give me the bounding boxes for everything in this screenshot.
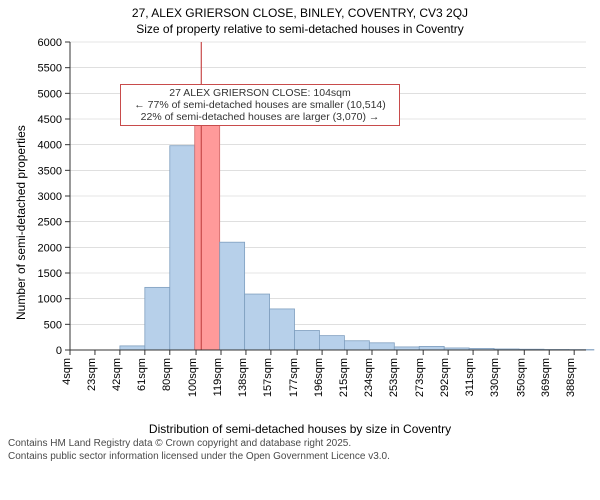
x-tick-label: 196sqm xyxy=(313,358,325,397)
annotation-line: 22% of semi-detached houses are larger (… xyxy=(127,111,393,123)
histogram-bar xyxy=(369,343,394,350)
annotation-line: ← 77% of semi-detached houses are smalle… xyxy=(127,99,393,111)
x-tick-label: 42sqm xyxy=(111,358,123,391)
histogram-bar xyxy=(245,294,270,350)
x-tick-label: 61sqm xyxy=(136,358,148,391)
y-tick-label: 2500 xyxy=(38,217,62,229)
histogram-bar xyxy=(319,336,344,350)
y-tick-label: 4500 xyxy=(38,114,62,126)
x-tick-label: 330sqm xyxy=(489,358,501,397)
histogram-bar xyxy=(295,330,320,350)
histogram-bar xyxy=(120,346,145,350)
x-tick-label: 388sqm xyxy=(565,358,577,397)
y-tick-label: 2000 xyxy=(38,242,62,254)
title-sub: Size of property relative to semi-detach… xyxy=(0,22,600,36)
annotation-box: 27 ALEX GRIERSON CLOSE: 104sqm← 77% of s… xyxy=(120,84,400,126)
x-tick-label: 292sqm xyxy=(439,358,451,397)
y-tick-label: 5000 xyxy=(38,88,62,100)
x-tick-label: 215sqm xyxy=(338,358,350,397)
y-tick-label: 6000 xyxy=(38,37,62,49)
x-tick-label: 138sqm xyxy=(237,358,249,397)
title-top: 27, ALEX GRIERSON CLOSE, BINLEY, COVENTR… xyxy=(0,6,600,20)
histogram-bar xyxy=(220,242,245,350)
y-tick-label: 5500 xyxy=(38,63,62,75)
x-tick-label: 80sqm xyxy=(161,358,173,391)
histogram-bar xyxy=(419,346,444,350)
histogram-bar xyxy=(145,287,170,350)
histogram-bar xyxy=(270,309,295,350)
histogram-bar xyxy=(344,341,369,350)
x-tick-label: 157sqm xyxy=(262,358,274,397)
y-tick-label: 1500 xyxy=(38,268,62,280)
x-tick-label: 23sqm xyxy=(86,358,98,391)
highlight-bar xyxy=(195,101,220,350)
histogram-bar xyxy=(170,146,195,350)
x-tick-label: 311sqm xyxy=(464,358,476,396)
y-axis-label: Number of semi-detached properties xyxy=(14,125,28,320)
x-tick-label: 234sqm xyxy=(363,358,375,397)
x-tick-label: 177sqm xyxy=(288,358,300,397)
y-tick-label: 0 xyxy=(56,345,62,357)
y-tick-label: 1000 xyxy=(38,294,62,306)
y-tick-label: 4000 xyxy=(38,140,62,152)
x-axis-label: Distribution of semi-detached houses by … xyxy=(0,422,600,436)
x-tick-label: 119sqm xyxy=(212,358,224,396)
x-tick-label: 273sqm xyxy=(414,358,426,397)
footer-line-2: Contains public sector information licen… xyxy=(8,451,592,464)
x-tick-label: 369sqm xyxy=(540,358,552,397)
attribution-footer: Contains HM Land Registry data © Crown c… xyxy=(0,436,600,463)
x-tick-label: 253sqm xyxy=(388,358,400,397)
y-tick-label: 3500 xyxy=(38,165,62,177)
y-tick-label: 500 xyxy=(44,319,62,331)
x-tick-label: 100sqm xyxy=(187,358,199,397)
x-tick-label: 4sqm xyxy=(61,358,73,385)
titles-block: 27, ALEX GRIERSON CLOSE, BINLEY, COVENTR… xyxy=(0,6,600,36)
y-tick-label: 3000 xyxy=(38,191,62,203)
annotation-line: 27 ALEX GRIERSON CLOSE: 104sqm xyxy=(127,87,393,99)
chart-container: Number of semi-detached properties 0 500 1… xyxy=(0,36,600,420)
footer-line-1: Contains HM Land Registry data © Crown c… xyxy=(8,438,592,451)
x-tick-label: 350sqm xyxy=(515,358,527,397)
